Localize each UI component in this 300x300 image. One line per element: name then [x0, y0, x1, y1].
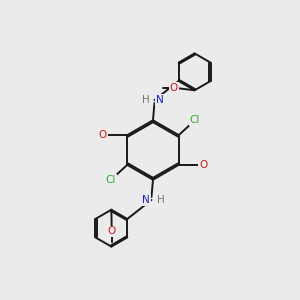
- Text: O: O: [108, 226, 116, 236]
- Text: Cl: Cl: [106, 175, 116, 185]
- Text: Cl: Cl: [190, 115, 200, 125]
- Text: N: N: [156, 95, 164, 105]
- Text: O: O: [170, 83, 178, 93]
- Text: O: O: [199, 160, 207, 170]
- Text: H: H: [157, 195, 164, 205]
- Text: N: N: [142, 195, 150, 205]
- Text: O: O: [99, 130, 107, 140]
- Text: H: H: [142, 95, 149, 105]
